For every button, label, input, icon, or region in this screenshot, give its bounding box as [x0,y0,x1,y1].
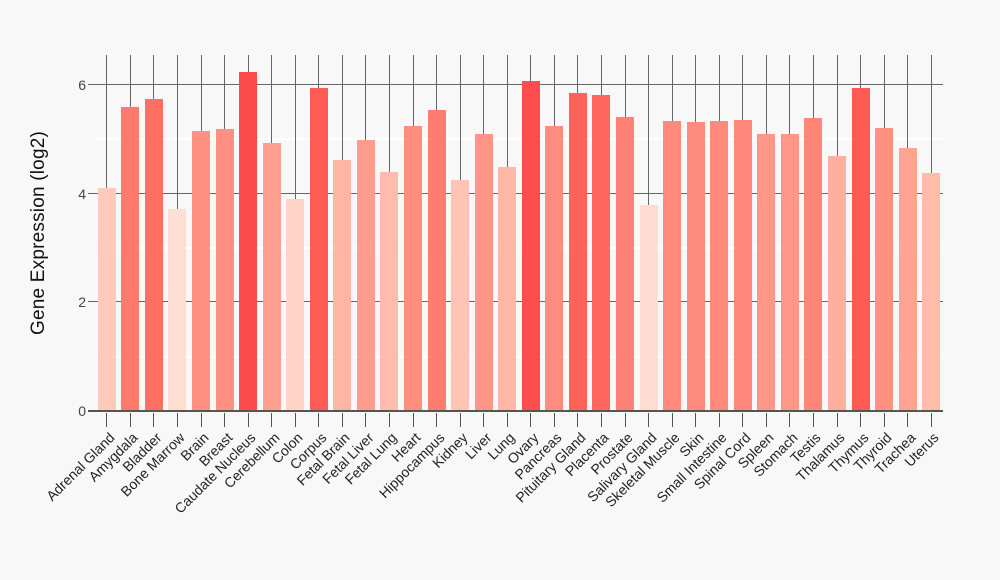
y-axis-title: Gene Expression (log2) [28,131,49,336]
x-axis-line [88,410,943,412]
x-tick [200,413,202,427]
x-tick [129,413,131,427]
x-tick [648,413,650,427]
y-tick-label: 0 [78,403,86,419]
bar-trachea [898,148,917,411]
x-tick [742,413,744,427]
x-tick [695,413,697,427]
bar-pancreas [545,125,564,411]
x-tick [224,413,226,427]
x-tick [294,413,296,427]
x-tick [271,413,273,427]
x-tick [600,413,602,427]
bar-ovary [521,80,540,411]
x-tick [365,413,367,427]
bar-fetal-brain [333,160,352,411]
x-tick [577,413,579,427]
bar-thyroid [875,128,894,411]
bar-thymus [851,87,870,411]
bar-caudate-nucleus [239,71,258,411]
gridline-minor [95,355,943,358]
bar-liver [474,133,493,411]
y-tick-label: 2 [78,294,86,311]
y-tick-label: 4 [78,185,86,202]
x-tick [506,413,508,427]
bar-spinal-cord [733,120,752,411]
bar-heart [404,125,422,411]
bar-skeletal-muscle [663,121,682,411]
gridline-minor [95,138,943,141]
bar-stomach [780,133,799,411]
bar-brain [192,131,210,411]
bar-pituitary-gland [568,92,587,411]
bar-hippocampus [427,109,446,411]
x-tick [412,413,414,427]
bar-cerebellum [262,142,281,411]
x-tick [836,413,838,427]
gridline-major [88,83,943,85]
bar-fetal-liver [356,139,375,411]
gridline-minor [95,246,943,249]
x-tick [483,413,485,427]
bar-salivary-gland [639,205,658,411]
x-tick [459,413,461,427]
bar-bone-marrow [168,208,187,411]
x-tick [153,413,155,427]
bar-prostate [616,116,634,411]
x-tick [436,413,438,427]
bar-amygdala [121,106,140,411]
x-tick [883,413,885,427]
plot-area [88,55,943,412]
x-tick [553,413,555,427]
x-tick [812,413,814,427]
bar-bladder [144,99,163,411]
bar-adrenal-gland [97,187,116,411]
x-tick [671,413,673,427]
x-tick [789,413,791,427]
bar-spleen [757,133,776,411]
x-tick [860,413,862,427]
x-tick [318,413,320,427]
bar-thalamus [828,155,846,411]
bar-uterus [922,172,941,411]
x-tick [176,413,178,427]
bar-colon [286,199,305,411]
x-tick [624,413,626,427]
bar-lung [498,166,517,411]
x-tick [341,413,343,427]
x-tick [765,413,767,427]
bar-small-intestine [710,121,729,411]
bar-testis [804,118,823,411]
bar-fetal-lung [380,171,399,411]
bar-placenta [592,95,611,411]
x-tick [388,413,390,427]
x-tick [907,413,909,427]
x-tick [106,413,108,427]
x-tick [530,413,532,427]
x-tick [718,413,720,427]
bar-skin [686,122,705,411]
x-tick [930,413,932,427]
bar-corpus [309,88,328,411]
bar-kidney [451,180,470,411]
y-tick-label: 6 [78,76,86,93]
bar-breast [215,128,234,411]
x-tick [247,413,249,427]
